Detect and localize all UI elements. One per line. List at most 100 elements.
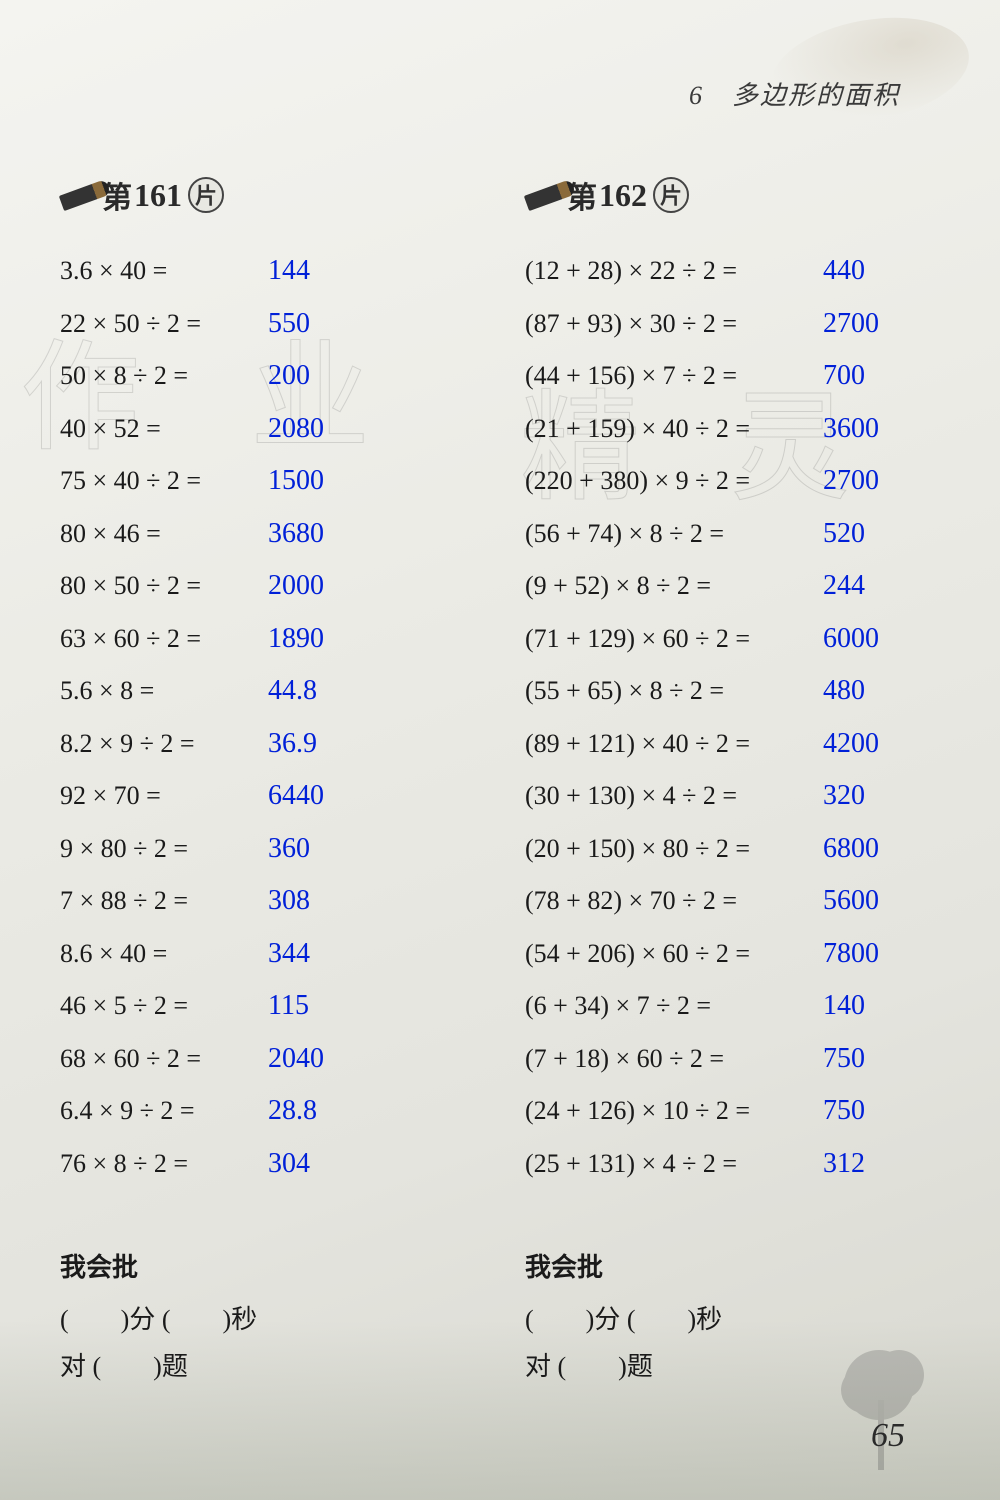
- problem-answer: 4200: [823, 723, 879, 765]
- problem-expression: (78 + 82) × 70 ÷ 2 =: [525, 881, 815, 920]
- problem-answer: 750: [823, 1038, 865, 1080]
- problem-answer: 6800: [823, 828, 879, 870]
- problem-expression: (220 + 380) × 9 ÷ 2 =: [525, 461, 815, 500]
- problem-row: (78 + 82) × 70 ÷ 2 =5600: [525, 880, 950, 922]
- problem-expression: (25 + 131) × 4 ÷ 2 =: [525, 1144, 815, 1183]
- problem-row: (21 + 159) × 40 ÷ 2 =3600: [525, 408, 950, 450]
- problem-answer: 5600: [823, 880, 879, 922]
- problem-expression: 5.6 × 8 =: [60, 671, 260, 710]
- grading-block: 我会批 ( )分 ( )秒 对 ( )题: [60, 1245, 485, 1391]
- problem-answer: 44.8: [268, 670, 317, 712]
- problem-row: (71 + 129) × 60 ÷ 2 =6000: [525, 618, 950, 660]
- problem-row: 80 × 50 ÷ 2 =2000: [60, 565, 485, 607]
- problem-expression: 50 × 8 ÷ 2 =: [60, 356, 260, 395]
- worksheet-page: 作 业 精 灵 6 多边形的面积 第 161 3.6 × 40 =14422 ×…: [0, 0, 1000, 1500]
- problem-answer: 308: [268, 880, 310, 922]
- problem-row: 50 × 8 ÷ 2 =200: [60, 355, 485, 397]
- chapter-title: 6 多边形的面积: [689, 75, 900, 112]
- problem-row: (54 + 206) × 60 ÷ 2 =7800: [525, 933, 950, 975]
- problem-answer: 1890: [268, 618, 324, 660]
- problem-answer: 2040: [268, 1038, 324, 1080]
- problem-expression: 46 × 5 ÷ 2 =: [60, 986, 260, 1025]
- page-number: 65: [871, 1417, 905, 1455]
- problem-expression: 68 × 60 ÷ 2 =: [60, 1039, 260, 1078]
- problem-row: 22 × 50 ÷ 2 =550: [60, 303, 485, 345]
- problem-answer: 140: [823, 985, 865, 1027]
- problem-answer: 750: [823, 1090, 865, 1132]
- problem-answer: 244: [823, 565, 865, 607]
- problem-row: (44 + 156) × 7 ÷ 2 =700: [525, 355, 950, 397]
- problem-answer: 480: [823, 670, 865, 712]
- column-right: 第 162 (12 + 28) × 22 ÷ 2 =440(87 + 93) ×…: [525, 170, 950, 1391]
- problems-list: (12 + 28) × 22 ÷ 2 =440(87 + 93) × 30 ÷ …: [525, 250, 950, 1185]
- problem-expression: 3.6 × 40 =: [60, 251, 260, 290]
- badge-number: 161: [134, 177, 182, 214]
- problem-row: 92 × 70 =6440: [60, 775, 485, 817]
- problem-answer: 200: [268, 355, 310, 397]
- column-left: 第 161 3.6 × 40 =14422 × 50 ÷ 2 =55050 × …: [60, 170, 485, 1391]
- problem-expression: 80 × 50 ÷ 2 =: [60, 566, 260, 605]
- problem-row: 46 × 5 ÷ 2 =115: [60, 985, 485, 1027]
- problem-expression: (55 + 65) × 8 ÷ 2 =: [525, 671, 815, 710]
- problem-answer: 1500: [268, 460, 324, 502]
- problem-row: (24 + 126) × 10 ÷ 2 =750: [525, 1090, 950, 1132]
- problem-row: (55 + 65) × 8 ÷ 2 =480: [525, 670, 950, 712]
- problem-answer: 550: [268, 303, 310, 345]
- decorative-corner: [763, 3, 977, 136]
- problem-answer: 115: [268, 985, 309, 1027]
- problem-expression: 76 × 8 ÷ 2 =: [60, 1144, 260, 1183]
- problem-answer: 3680: [268, 513, 324, 555]
- problem-row: 68 × 60 ÷ 2 =2040: [60, 1038, 485, 1080]
- problem-answer: 144: [268, 250, 310, 292]
- problem-expression: 75 × 40 ÷ 2 =: [60, 461, 260, 500]
- problem-expression: 22 × 50 ÷ 2 =: [60, 304, 260, 343]
- problem-row: 40 × 52 =2080: [60, 408, 485, 450]
- problem-answer: 28.8: [268, 1090, 317, 1132]
- problem-row: 80 × 46 =3680: [60, 513, 485, 555]
- problem-expression: 8.2 × 9 ÷ 2 =: [60, 724, 260, 763]
- problem-answer: 2000: [268, 565, 324, 607]
- problem-answer: 520: [823, 513, 865, 555]
- problem-expression: 80 × 46 =: [60, 514, 260, 553]
- grading-title: 我会批: [525, 1245, 950, 1292]
- problem-answer: 3600: [823, 408, 879, 450]
- problem-expression: (87 + 93) × 30 ÷ 2 =: [525, 304, 815, 343]
- problem-row: 75 × 40 ÷ 2 =1500: [60, 460, 485, 502]
- problem-row: (7 + 18) × 60 ÷ 2 =750: [525, 1038, 950, 1080]
- problem-row: 6.4 × 9 ÷ 2 =28.8: [60, 1090, 485, 1132]
- problem-expression: (9 + 52) × 8 ÷ 2 =: [525, 566, 815, 605]
- problem-row: (87 + 93) × 30 ÷ 2 =2700: [525, 303, 950, 345]
- problem-answer: 320: [823, 775, 865, 817]
- problem-answer: 304: [268, 1143, 310, 1185]
- problem-expression: (71 + 129) × 60 ÷ 2 =: [525, 619, 815, 658]
- problem-row: 63 × 60 ÷ 2 =1890: [60, 618, 485, 660]
- problem-row: 9 × 80 ÷ 2 =360: [60, 828, 485, 870]
- problem-expression: (44 + 156) × 7 ÷ 2 =: [525, 356, 815, 395]
- problem-expression: (6 + 34) × 7 ÷ 2 =: [525, 986, 815, 1025]
- problem-expression: (56 + 74) × 8 ÷ 2 =: [525, 514, 815, 553]
- section-badge: 第 161: [60, 170, 485, 220]
- grading-time-line: ( )分 ( )秒: [60, 1297, 485, 1344]
- problem-row: (9 + 52) × 8 ÷ 2 =244: [525, 565, 950, 607]
- badge-text: 第 161: [102, 173, 224, 217]
- problem-answer: 312: [823, 1143, 865, 1185]
- problem-row: (56 + 74) × 8 ÷ 2 =520: [525, 513, 950, 555]
- problem-row: 7 × 88 ÷ 2 =308: [60, 880, 485, 922]
- problem-answer: 7800: [823, 933, 879, 975]
- problem-expression: 8.6 × 40 =: [60, 934, 260, 973]
- problem-answer: 6000: [823, 618, 879, 660]
- problem-row: (20 + 150) × 80 ÷ 2 =6800: [525, 828, 950, 870]
- problem-answer: 2700: [823, 303, 879, 345]
- problem-row: (220 + 380) × 9 ÷ 2 =2700: [525, 460, 950, 502]
- grading-correct-line: 对 ( )题: [525, 1344, 950, 1391]
- problem-expression: (54 + 206) × 60 ÷ 2 =: [525, 934, 815, 973]
- problem-row: 8.2 × 9 ÷ 2 =36.9: [60, 723, 485, 765]
- problem-row: (30 + 130) × 4 ÷ 2 =320: [525, 775, 950, 817]
- problem-answer: 700: [823, 355, 865, 397]
- problem-expression: (12 + 28) × 22 ÷ 2 =: [525, 251, 815, 290]
- problem-expression: 7 × 88 ÷ 2 =: [60, 881, 260, 920]
- problem-answer: 2700: [823, 460, 879, 502]
- problem-expression: (89 + 121) × 40 ÷ 2 =: [525, 724, 815, 763]
- problem-row: 8.6 × 40 =344: [60, 933, 485, 975]
- leaf-icon: [653, 177, 689, 213]
